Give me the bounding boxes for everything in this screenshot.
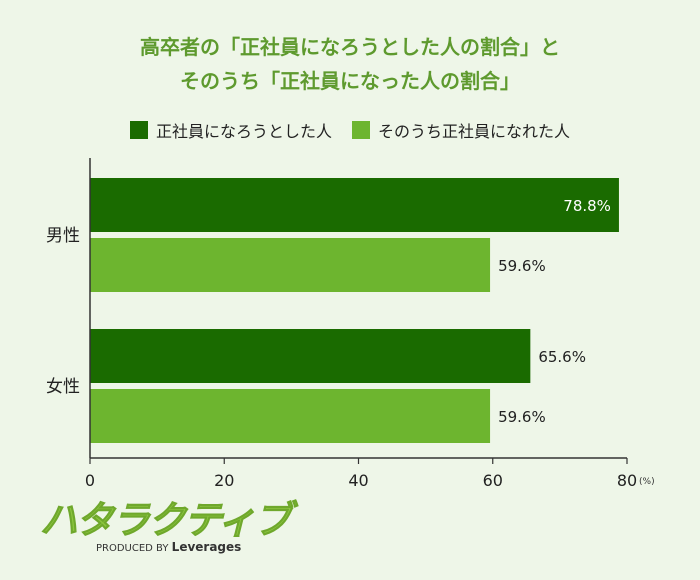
legend-swatch-series1 xyxy=(129,121,148,139)
x-tick-label-0: 0 xyxy=(85,471,95,490)
x-unit-label: (%) xyxy=(639,477,655,487)
data-label-1-series2: 59.6% xyxy=(498,257,546,275)
chart-title-line1: 高卒者の「正社員になろうとした人の割合」と xyxy=(140,35,560,59)
logo-company: Leverages xyxy=(171,540,242,554)
legend-label-series1: 正社員になろうとした人 xyxy=(155,122,332,141)
chart-title-line2: そのうち「正社員になった人の割合」 xyxy=(180,69,520,93)
x-tick-label-3: 60 xyxy=(483,471,503,490)
category-label-1: 男性 xyxy=(46,226,80,246)
data-label-2-series2: 59.6% xyxy=(498,408,546,426)
legend-label-series2: そのうち正社員になれた人 xyxy=(378,122,571,141)
legend-item-series1: 正社員になろうとした人 xyxy=(129,118,332,142)
x-tick-label-4: 80 xyxy=(617,471,637,490)
category-label-2: 女性 xyxy=(46,377,80,397)
chart-title: 高卒者の「正社員になろうとした人の割合」と そのうち「正社員になった人の割合」 xyxy=(0,30,700,98)
bar-1-series1 xyxy=(90,178,619,232)
logo-produced-by: PRODUCED BY Leverages xyxy=(96,540,290,554)
logo-wordmark: ハタラクティブ xyxy=(40,498,293,542)
bar-1-series2 xyxy=(90,238,491,292)
legend: 正社員になろうとした人 そのうち正社員になれた人 xyxy=(0,118,700,142)
x-tick-label-2: 40 xyxy=(348,471,368,490)
data-label-1-series1: 78.8% xyxy=(563,197,611,215)
data-label-2-series1: 65.6% xyxy=(538,348,586,366)
bar-2-series2 xyxy=(90,389,491,443)
logo-produced-by-label: PRODUCED BY xyxy=(96,543,169,554)
legend-item-series2: そのうち正社員になれた人 xyxy=(352,118,570,142)
brand-logo: ハタラクティブ PRODUCED BY Leverages xyxy=(40,498,293,555)
x-tick-label-1: 20 xyxy=(214,471,234,490)
legend-swatch-series2 xyxy=(352,121,370,139)
bar-2-series1 xyxy=(90,329,531,383)
